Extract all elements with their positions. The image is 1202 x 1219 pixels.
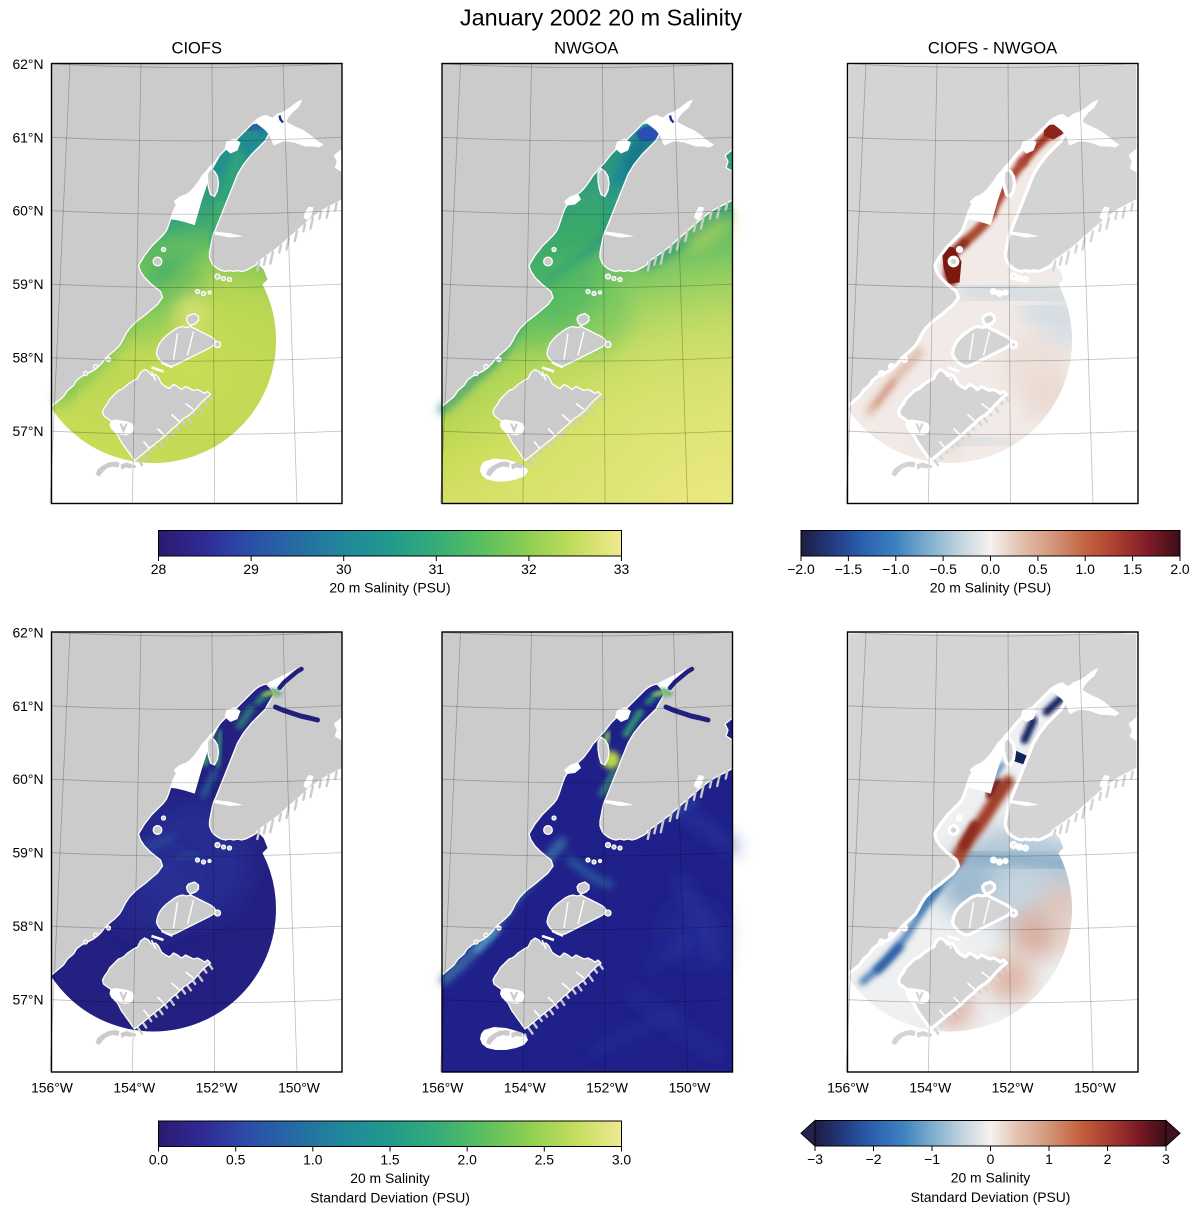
svg-text:150°W: 150°W <box>278 1080 321 1096</box>
svg-text:152°W: 152°W <box>992 1080 1035 1096</box>
svg-text:1.5: 1.5 <box>380 1152 400 1168</box>
svg-text:20 m Salinity: 20 m Salinity <box>350 1170 430 1186</box>
svg-text:1.0: 1.0 <box>303 1152 323 1168</box>
svg-text:60°N: 60°N <box>12 203 43 219</box>
svg-text:Standard Deviation (PSU): Standard Deviation (PSU) <box>310 1190 470 1206</box>
svg-text:2.5: 2.5 <box>535 1152 555 1168</box>
svg-text:57°N: 57°N <box>12 423 43 439</box>
svg-text:20 m Salinity (PSU): 20 m Salinity (PSU) <box>930 580 1051 596</box>
svg-text:−1.0: −1.0 <box>882 561 910 577</box>
svg-text:154°W: 154°W <box>909 1080 952 1096</box>
svg-text:154°W: 154°W <box>504 1080 547 1096</box>
svg-text:0.0: 0.0 <box>981 561 1001 577</box>
svg-text:58°N: 58°N <box>12 350 43 366</box>
svg-text:156°W: 156°W <box>827 1080 870 1096</box>
svg-text:2.0: 2.0 <box>1170 561 1190 577</box>
svg-text:20 m Salinity: 20 m Salinity <box>951 1170 1031 1186</box>
svg-text:57°N: 57°N <box>12 992 43 1008</box>
svg-text:1: 1 <box>1045 1151 1053 1167</box>
svg-text:150°W: 150°W <box>669 1080 712 1096</box>
svg-text:61°N: 61°N <box>12 698 43 714</box>
svg-text:28: 28 <box>151 561 167 577</box>
svg-text:20 m Salinity (PSU): 20 m Salinity (PSU) <box>329 580 450 596</box>
svg-text:−2.0: −2.0 <box>787 561 815 577</box>
svg-text:−0.5: −0.5 <box>929 561 957 577</box>
svg-text:152°W: 152°W <box>196 1080 239 1096</box>
svg-text:156°W: 156°W <box>31 1080 74 1096</box>
svg-text:29: 29 <box>243 561 259 577</box>
svg-text:32: 32 <box>521 561 537 577</box>
svg-text:62°N: 62°N <box>12 56 43 72</box>
svg-text:0.0: 0.0 <box>149 1152 169 1168</box>
svg-text:61°N: 61°N <box>12 129 43 145</box>
svg-text:60°N: 60°N <box>12 771 43 787</box>
svg-text:59°N: 59°N <box>12 276 43 292</box>
svg-text:3.0: 3.0 <box>612 1152 632 1168</box>
svg-text:3: 3 <box>1162 1151 1170 1167</box>
svg-text:−1: −1 <box>924 1151 940 1167</box>
svg-text:1.0: 1.0 <box>1076 561 1096 577</box>
svg-text:2.0: 2.0 <box>458 1152 478 1168</box>
svg-text:−3: −3 <box>807 1151 823 1167</box>
svg-text:59°N: 59°N <box>12 845 43 861</box>
svg-text:NWGOA: NWGOA <box>554 40 618 58</box>
svg-text:156°W: 156°W <box>422 1080 465 1096</box>
svg-text:1.5: 1.5 <box>1123 561 1143 577</box>
svg-text:31: 31 <box>429 561 445 577</box>
svg-text:154°W: 154°W <box>113 1080 156 1096</box>
svg-text:0.5: 0.5 <box>226 1152 246 1168</box>
svg-text:CIOFS: CIOFS <box>172 40 222 58</box>
svg-text:January 2002 20 m Salinity: January 2002 20 m Salinity <box>460 5 742 31</box>
svg-text:62°N: 62°N <box>12 624 43 640</box>
svg-text:0.5: 0.5 <box>1028 561 1048 577</box>
svg-text:30: 30 <box>336 561 352 577</box>
svg-text:Standard Deviation (PSU): Standard Deviation (PSU) <box>911 1189 1071 1205</box>
svg-text:CIOFS - NWGOA: CIOFS - NWGOA <box>928 40 1057 58</box>
svg-text:150°W: 150°W <box>1074 1080 1117 1096</box>
svg-text:−2: −2 <box>866 1151 882 1167</box>
svg-text:−1.5: −1.5 <box>835 561 863 577</box>
svg-text:0: 0 <box>987 1151 995 1167</box>
svg-text:152°W: 152°W <box>586 1080 629 1096</box>
svg-text:2: 2 <box>1104 1151 1112 1167</box>
svg-text:58°N: 58°N <box>12 918 43 934</box>
svg-text:33: 33 <box>614 561 630 577</box>
